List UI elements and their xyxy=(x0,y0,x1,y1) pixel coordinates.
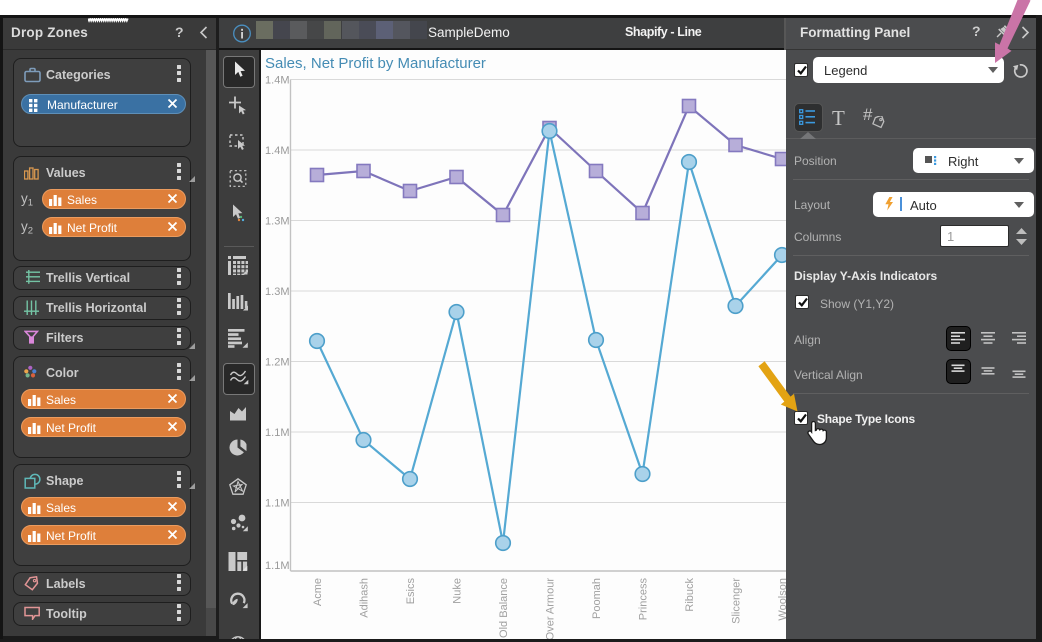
svg-text:1.1M: 1.1M xyxy=(265,498,289,510)
svg-text:Woolson: Woolson xyxy=(777,578,786,621)
svg-text:1.3M: 1.3M xyxy=(265,286,289,298)
svg-text:Slicenger: Slicenger xyxy=(731,578,743,624)
svg-text:Acme: Acme xyxy=(312,578,324,606)
svg-text:Adihash: Adihash xyxy=(359,578,371,618)
svg-text:1.3M: 1.3M xyxy=(265,216,289,228)
svg-text:Ribuck: Ribuck xyxy=(684,578,696,612)
svg-text:Sales, Net Profit by Manufactu: Sales, Net Profit by Manufacturer xyxy=(265,55,486,72)
svg-text:1.2M: 1.2M xyxy=(265,357,289,369)
svg-text:Old Balance: Old Balance xyxy=(498,578,510,638)
svg-text:Over Armour: Over Armour xyxy=(545,578,557,639)
svg-text:1.4M: 1.4M xyxy=(265,75,289,87)
svg-text:1.1M: 1.1M xyxy=(265,560,289,572)
svg-text:1.4M: 1.4M xyxy=(265,145,289,157)
svg-text:Esics: Esics xyxy=(405,578,417,605)
svg-text:Princess: Princess xyxy=(638,578,650,621)
svg-text:1.1M: 1.1M xyxy=(265,427,289,439)
svg-text:Nuke: Nuke xyxy=(452,578,464,604)
svg-text:Poomah: Poomah xyxy=(591,578,603,619)
